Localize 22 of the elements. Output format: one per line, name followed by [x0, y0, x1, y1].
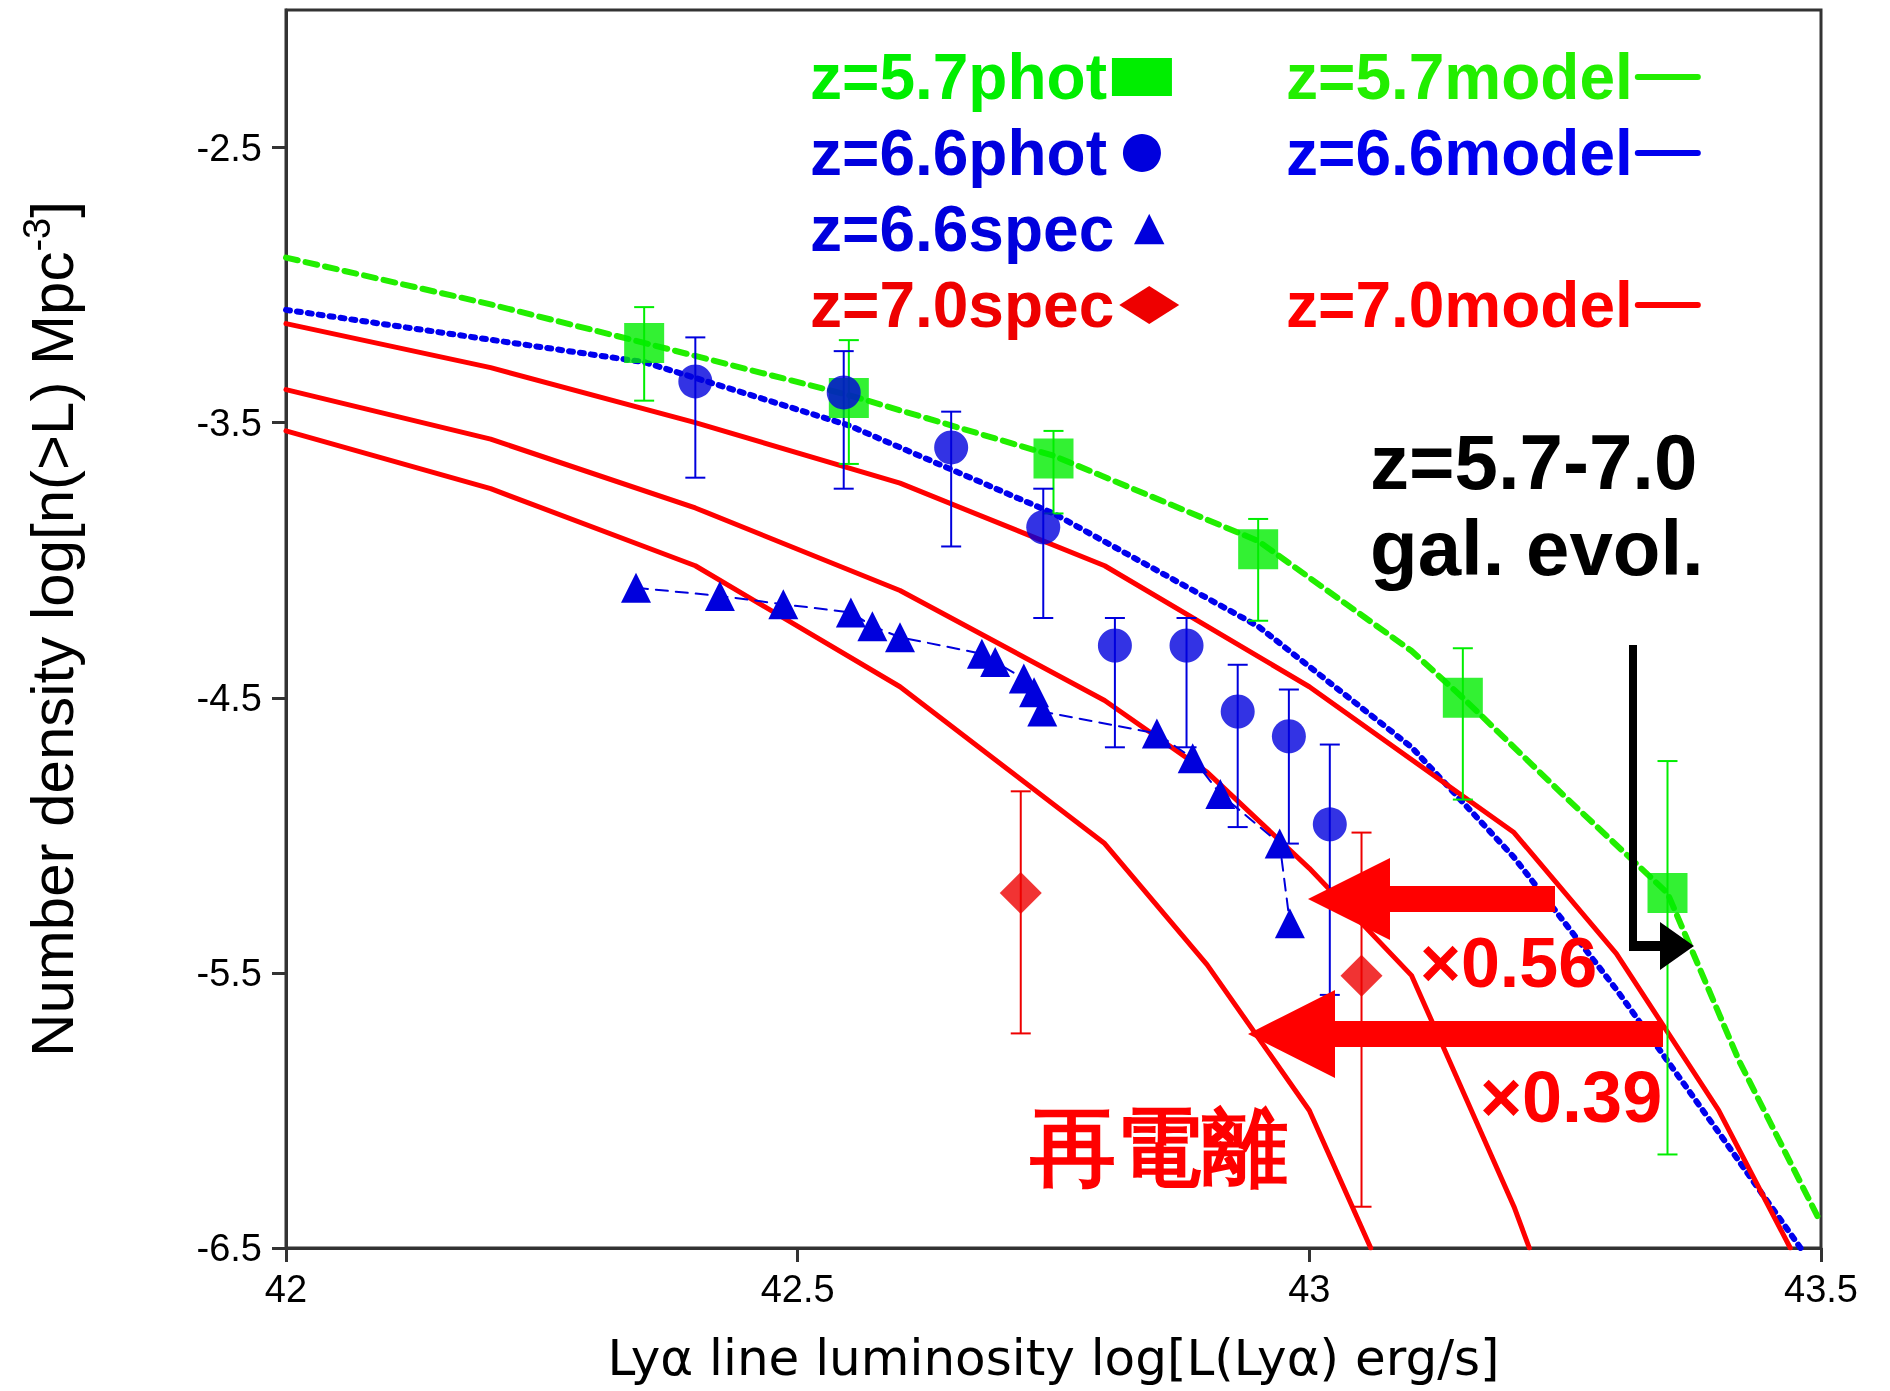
x-tick-label: 43.5	[1784, 1268, 1858, 1310]
x-tick-label: 42	[264, 1268, 308, 1310]
legend-label: z=6.6spec	[810, 193, 1115, 265]
legend-label: z=5.7phot	[810, 41, 1107, 113]
legend-label: z=6.6phot	[810, 117, 1107, 189]
y-tick-label: -2.5	[196, 126, 262, 169]
y-axis-title: Number density log[n(>L) Mpc-3]	[16, 201, 86, 1057]
annotation: z=5.7-7.0 gal. evol.	[1370, 418, 1704, 592]
legend-label: z=7.0model	[1286, 269, 1633, 341]
legend-label: z=5.7model	[1286, 41, 1633, 113]
annotation: ×0.56	[1420, 924, 1598, 1002]
legend-label: z=6.6model	[1286, 117, 1633, 189]
annotation: 再電離	[1030, 1097, 1288, 1197]
y-tick-label: -6.5	[196, 1227, 262, 1269]
x-axis-title: Lyα line luminosity log[L(Lyα) erg/s]	[607, 1329, 1500, 1387]
y-tick-label: -3.5	[196, 401, 262, 444]
y-tick-label: -4.5	[196, 676, 262, 719]
y-tick-label: -5.5	[196, 951, 262, 994]
annotation: ×0.39	[1480, 1057, 1663, 1138]
x-tick-label: 42.5	[760, 1268, 835, 1310]
legend-label: z=7.0spec	[810, 269, 1115, 341]
x-tick-label: 43	[1288, 1268, 1331, 1310]
